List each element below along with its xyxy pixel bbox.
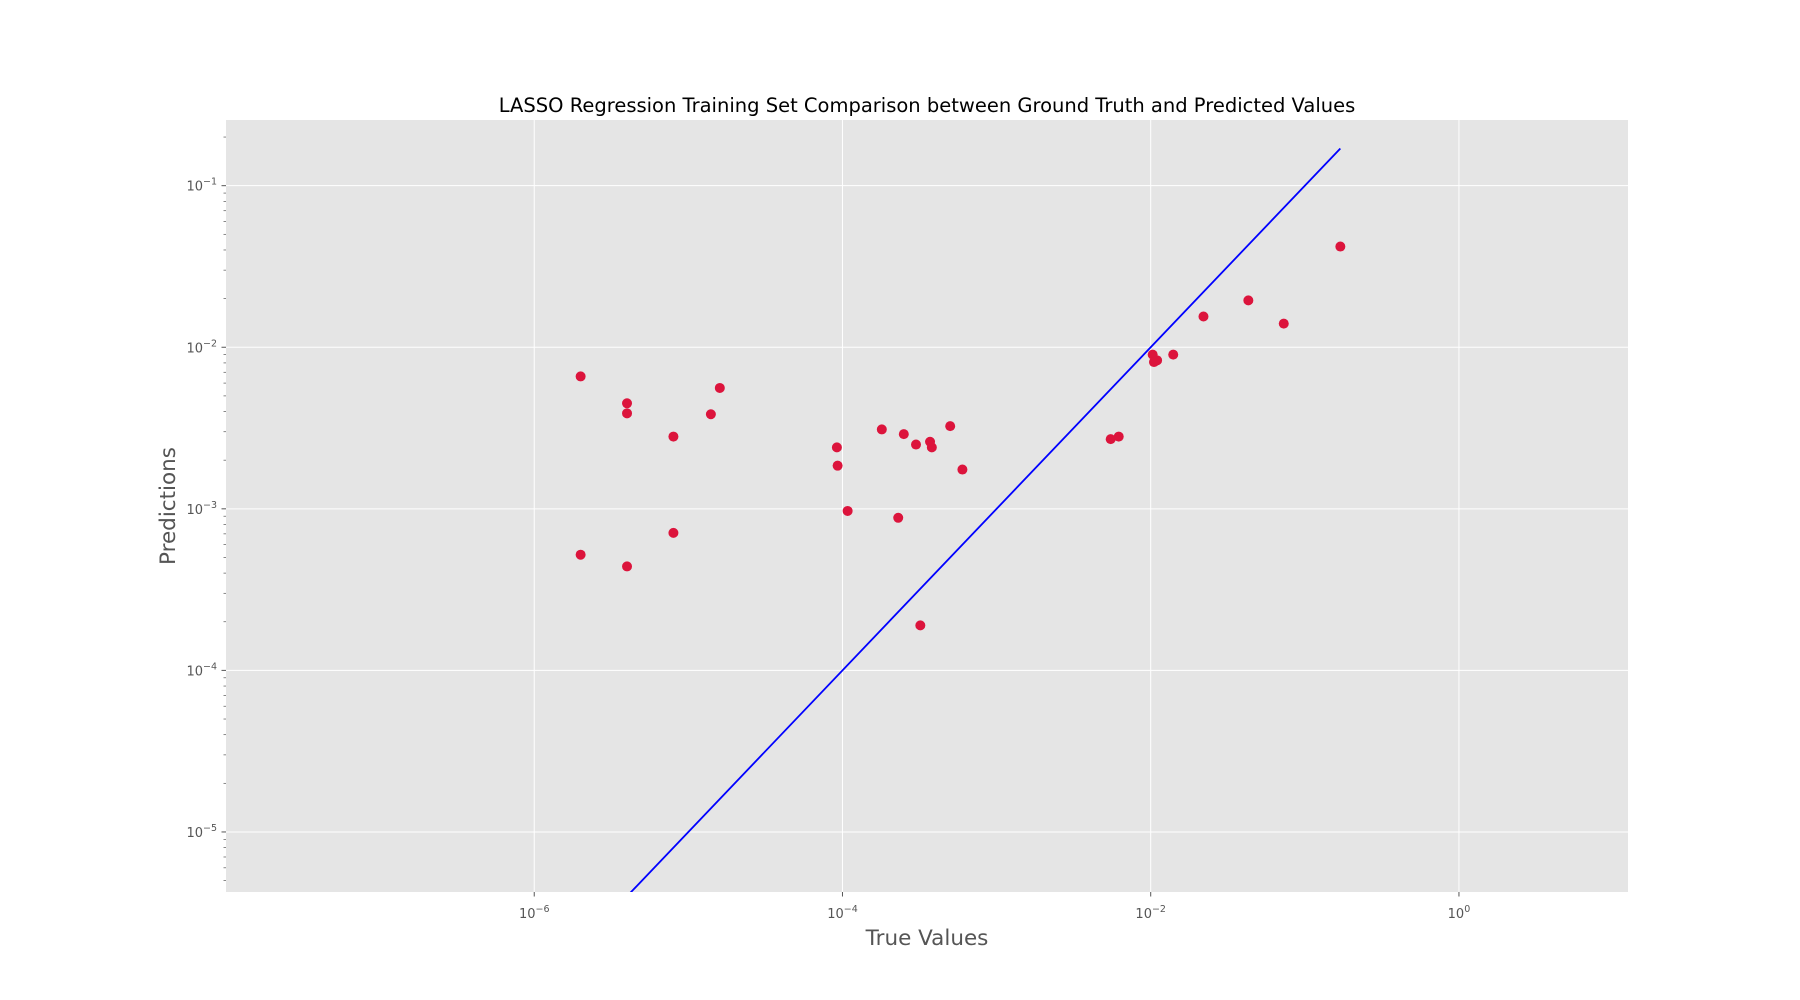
y-tick-label: 10−5: [186, 823, 217, 841]
y-tick-label: 10−1: [186, 177, 217, 195]
data-point: [831, 442, 842, 453]
data-point: [945, 421, 956, 432]
x-tick-label: 10−4: [827, 904, 858, 922]
x-axis-label: True Values: [865, 926, 989, 951]
data-point: [1198, 311, 1209, 322]
data-point: [668, 527, 679, 538]
x-tick-labels: 10−6 10−4 10−2 100: [519, 904, 1470, 922]
data-point: [915, 620, 926, 631]
data-point: [705, 409, 716, 420]
plot-background: [226, 120, 1628, 892]
x-tick-label: 10−2: [1135, 904, 1166, 922]
data-point: [1105, 434, 1116, 445]
data-point: [1243, 295, 1254, 306]
minor-ticks: [221, 136, 1460, 897]
data-point: [842, 505, 853, 516]
data-point: [893, 512, 904, 523]
data-point: [1113, 431, 1124, 442]
data-point: [575, 371, 586, 382]
data-point: [714, 382, 725, 393]
grid-lines: [226, 120, 1628, 892]
data-point: [575, 549, 586, 560]
y-tick-label: 10−2: [186, 338, 217, 356]
data-point: [622, 561, 633, 572]
data-points: [575, 241, 1346, 631]
data-point: [957, 464, 968, 475]
data-point: [898, 429, 909, 440]
x-tick-label: 10−6: [519, 904, 550, 922]
data-point: [1278, 318, 1289, 329]
y-tick-label: 10−4: [186, 661, 217, 679]
y-tick-label: 10−3: [186, 500, 217, 518]
reference-line: [629, 147, 1341, 892]
data-point: [622, 398, 633, 409]
data-point: [911, 439, 922, 450]
data-point: [926, 442, 937, 453]
data-point: [1152, 355, 1163, 366]
data-point: [876, 424, 887, 435]
data-point: [1335, 241, 1346, 252]
chart-title: LASSO Regression Training Set Comparison…: [499, 94, 1356, 117]
data-point: [622, 408, 633, 419]
y-tick-labels: 10−5 10−4 10−3 10−2 10−1: [186, 177, 217, 841]
data-point: [1168, 349, 1179, 360]
data-point: [832, 460, 843, 471]
data-point: [668, 431, 679, 442]
y-axis-label: Predictions: [156, 447, 181, 565]
x-tick-label: 100: [1448, 904, 1471, 922]
